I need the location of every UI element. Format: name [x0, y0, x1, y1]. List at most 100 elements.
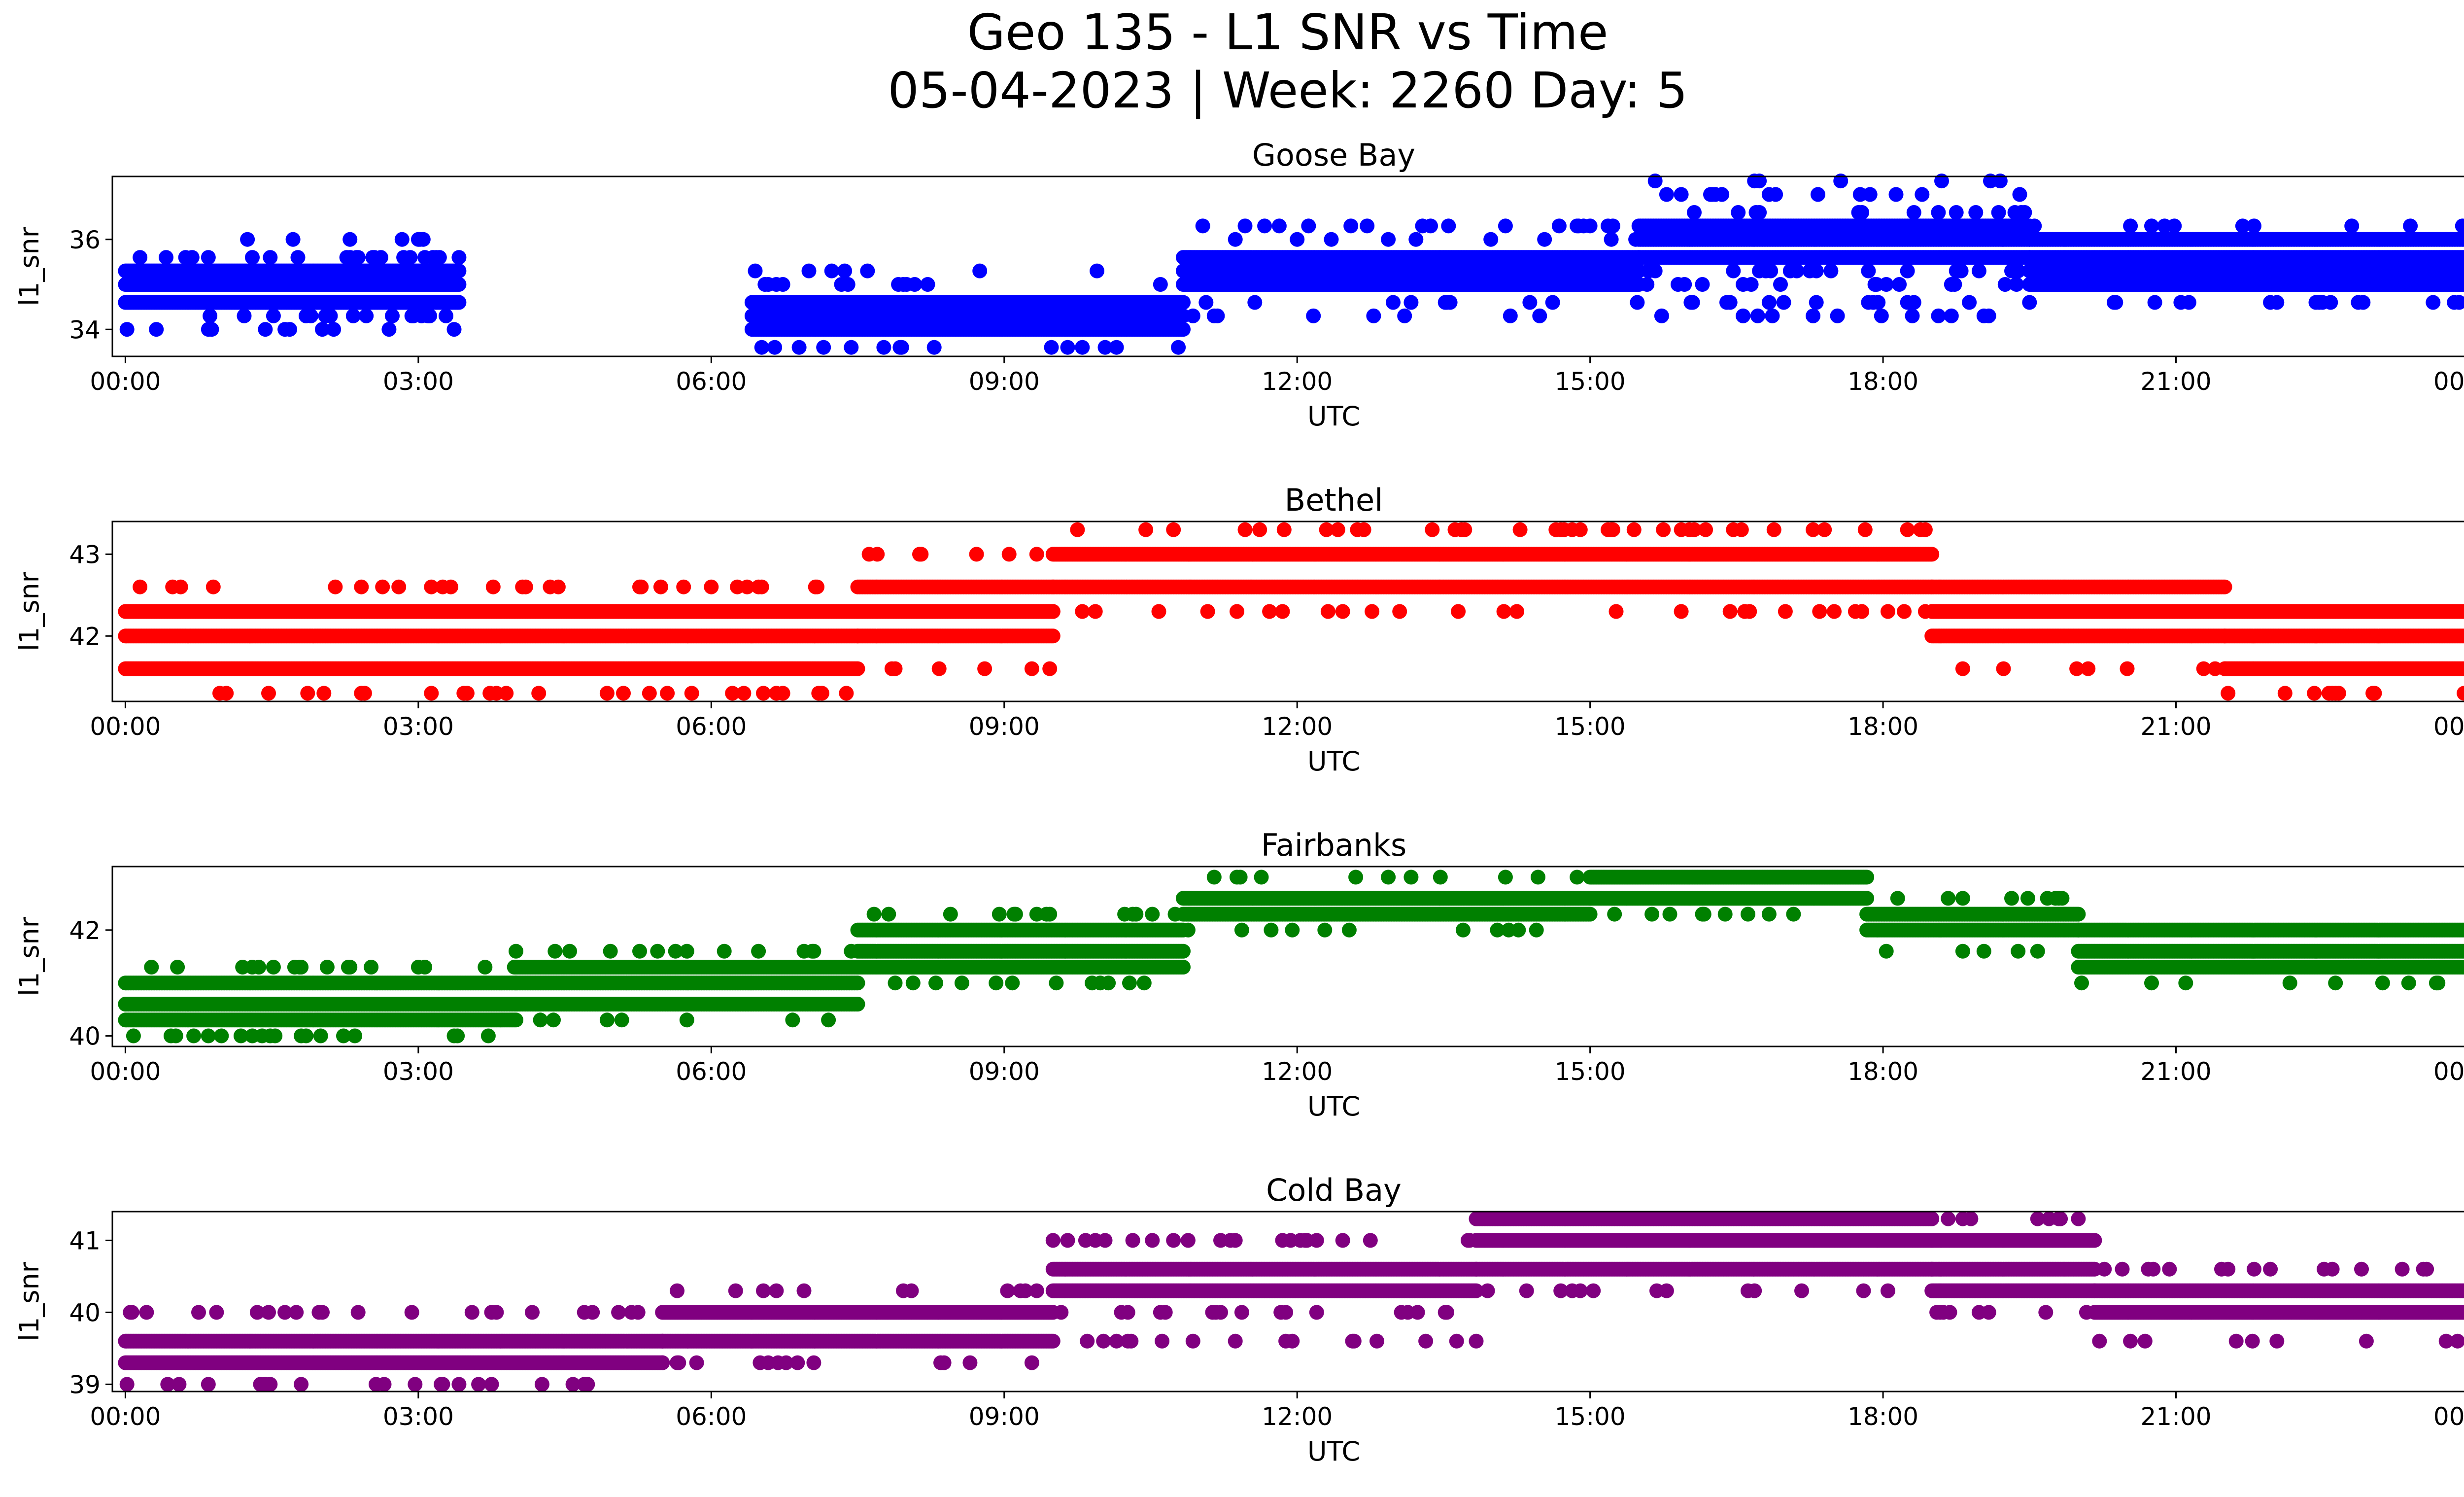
data-point — [444, 580, 458, 594]
data-point — [1763, 264, 1778, 279]
data-point — [1630, 295, 1644, 310]
data-point — [1863, 187, 1878, 202]
data-point — [1483, 232, 1498, 247]
data-point — [1171, 340, 1186, 355]
data-point — [1907, 205, 1921, 220]
data-point — [1306, 309, 1321, 323]
data-point — [1811, 187, 1825, 202]
data-point — [451, 295, 466, 310]
x-tick-label: 15:00 — [1555, 367, 1626, 396]
x-tick-label: 21:00 — [2140, 367, 2211, 396]
data-point — [1075, 340, 1090, 355]
data-point — [1823, 264, 1838, 279]
data-point — [1687, 205, 1702, 220]
data-point — [206, 580, 221, 594]
data-point — [1290, 232, 1304, 247]
data-point — [205, 322, 219, 337]
data-point — [1153, 277, 1168, 292]
data-point — [972, 264, 987, 279]
data-point — [1714, 187, 1729, 202]
data-point — [245, 250, 260, 265]
data-point — [1907, 295, 1921, 310]
data-point — [2323, 295, 2338, 310]
x-tick-label: 03:00 — [383, 367, 454, 396]
data-point — [1871, 295, 1885, 310]
data-point — [1537, 232, 1552, 247]
data-point — [240, 232, 255, 247]
subplot-title: Bethel — [1285, 482, 1383, 518]
data-point — [1228, 232, 1243, 247]
data-point — [300, 686, 315, 700]
data-point — [326, 322, 341, 337]
data-point — [381, 322, 396, 337]
data-point — [357, 686, 372, 700]
data-point — [1090, 264, 1104, 279]
x-tick-label: 18:00 — [1848, 367, 1918, 396]
data-point — [1915, 187, 1929, 202]
data-point — [860, 264, 875, 279]
data-point — [1648, 264, 1663, 279]
data-point — [1640, 277, 1654, 292]
data-point — [1238, 218, 1253, 233]
data-point — [133, 580, 147, 594]
data-point — [359, 309, 374, 323]
data-point — [2123, 218, 2138, 233]
data-point — [237, 309, 252, 323]
data-point — [1532, 309, 1547, 323]
data-point — [286, 232, 301, 247]
data-point — [439, 309, 453, 323]
data-point — [824, 264, 839, 279]
x-tick-label: 06:00 — [676, 367, 747, 396]
data-point — [748, 264, 763, 279]
data-point — [120, 322, 135, 337]
data-point — [1196, 218, 1210, 233]
data-point — [1854, 205, 1869, 220]
data-point — [907, 277, 922, 292]
data-point — [2344, 218, 2359, 233]
data-point — [1931, 205, 1946, 220]
data-point — [1931, 309, 1946, 323]
data-point — [375, 580, 390, 594]
data-point — [2426, 295, 2440, 310]
data-point — [1861, 264, 1876, 279]
data-point — [258, 322, 273, 337]
data-point — [1423, 218, 1438, 233]
figure-title-line1: Geo 135 - L1 SNR vs Time — [967, 3, 1608, 61]
data-point — [2013, 187, 2027, 202]
data-point — [767, 340, 782, 355]
data-point — [1991, 205, 2006, 220]
data-point — [351, 250, 366, 265]
data-point — [133, 250, 147, 265]
data-point — [1768, 187, 1783, 202]
data-point — [149, 322, 164, 337]
data-point — [1176, 322, 1191, 337]
data-point — [1247, 295, 1262, 310]
data-point — [219, 686, 234, 700]
data-point — [432, 250, 447, 265]
data-point — [1659, 187, 1674, 202]
data-point — [1604, 232, 1619, 247]
data-point — [1809, 295, 1824, 310]
data-point — [422, 309, 437, 323]
data-point — [1498, 218, 1513, 233]
data-point — [447, 322, 462, 337]
data-point — [328, 580, 342, 594]
data-point — [416, 232, 431, 247]
data-point — [1874, 309, 1889, 323]
data-point — [1257, 218, 1272, 233]
data-point — [159, 250, 173, 265]
data-point — [1685, 295, 1700, 310]
data-point — [1654, 309, 1669, 323]
data-point — [2009, 277, 2024, 292]
data-point — [1674, 187, 1689, 202]
data-point — [1892, 277, 1907, 292]
data-point — [1360, 218, 1374, 233]
data-point — [1726, 264, 1741, 279]
data-point — [1061, 340, 1075, 355]
data-point — [1044, 340, 1059, 355]
data-point — [385, 309, 400, 323]
x-axis-label: UTC — [1307, 401, 1360, 432]
data-point — [1381, 232, 1396, 247]
data-point — [1272, 218, 1287, 233]
